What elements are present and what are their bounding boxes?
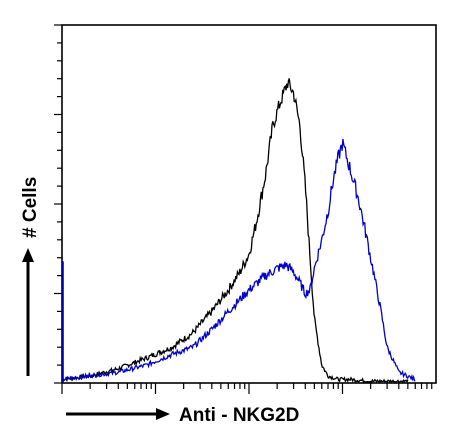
- plot-frame: [61, 24, 437, 384]
- x-axis-arrow-head: [156, 408, 170, 420]
- x-axis-ticks: [61, 383, 433, 394]
- y-axis-label: # Cells: [20, 177, 41, 238]
- y-axis-arrow-head: [22, 248, 34, 262]
- x-axis-label: Anti - NKG2D: [179, 405, 299, 426]
- y-axis-ticks: [54, 24, 62, 384]
- series-line-blue: [61, 138, 416, 382]
- series-line-black: [61, 78, 409, 384]
